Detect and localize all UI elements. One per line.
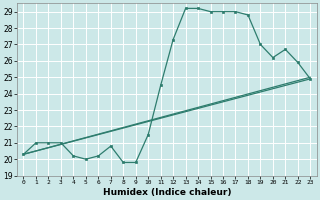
- X-axis label: Humidex (Indice chaleur): Humidex (Indice chaleur): [103, 188, 231, 197]
